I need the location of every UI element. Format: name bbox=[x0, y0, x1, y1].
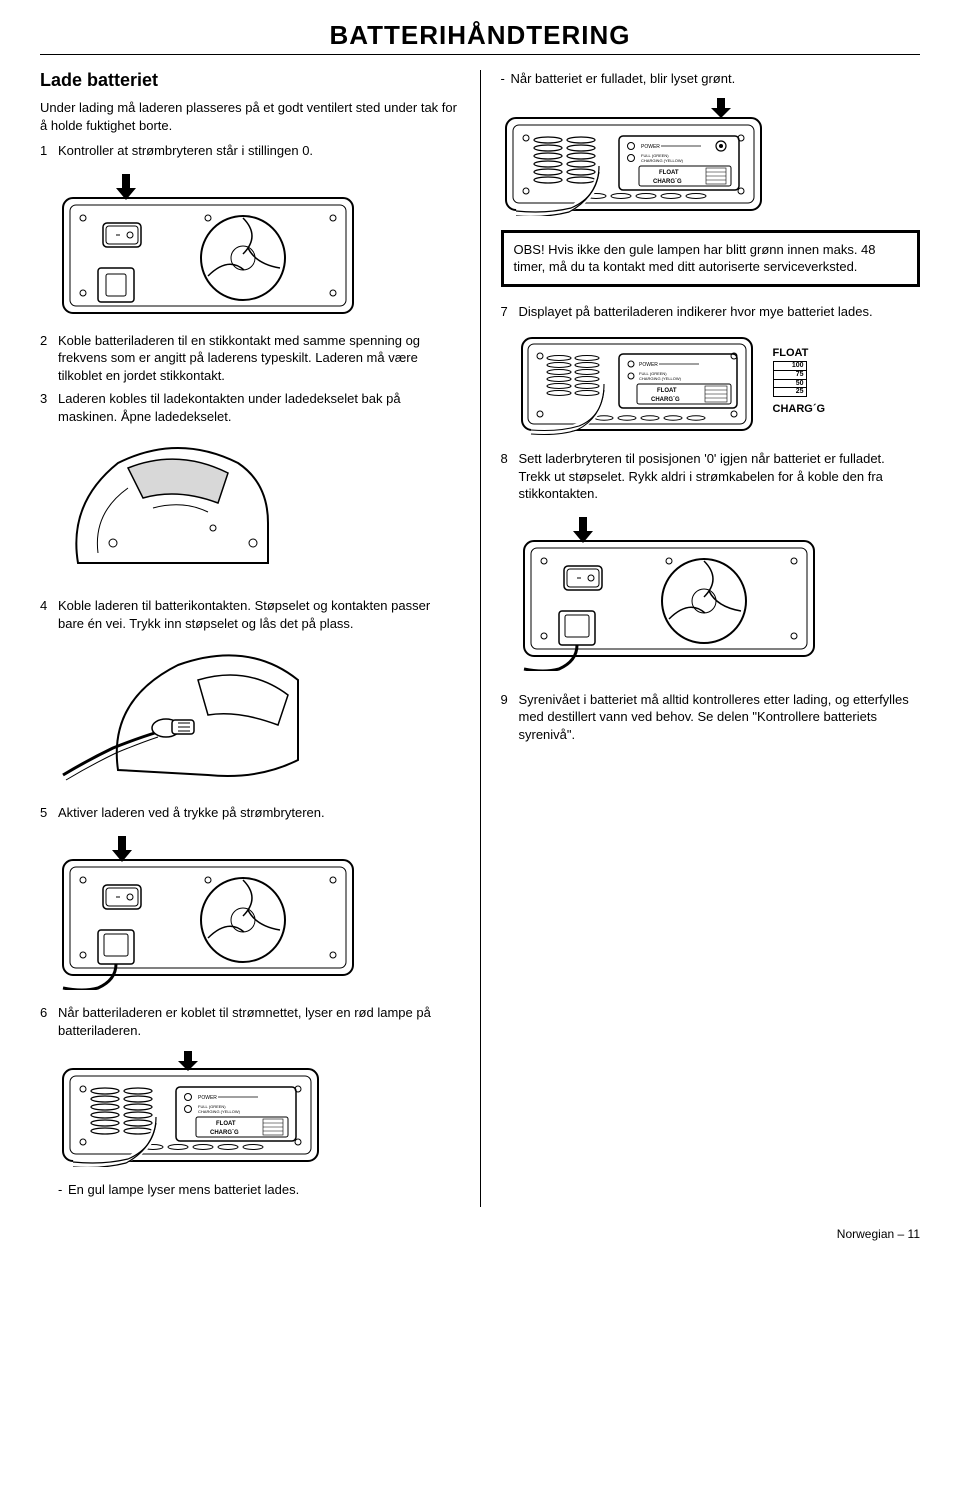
step-7: 7 Displayet på batteriladeren indikerer … bbox=[501, 303, 921, 321]
figure-charger-front-3 bbox=[519, 511, 921, 671]
step-text: Koble laderen til batterikontakten. Støp… bbox=[58, 597, 460, 632]
step-number: 9 bbox=[501, 691, 519, 744]
figure-display-red: POWER FULL (GREEN) CHARGING (YELLOW) FLO… bbox=[58, 1047, 460, 1167]
footer-language: Norwegian bbox=[837, 1227, 894, 1241]
display-callout-labels: FLOAT 100 75 50 25 CHARG´G bbox=[773, 347, 826, 415]
label-float: FLOAT bbox=[216, 1121, 236, 1127]
figure-machine-open-cover bbox=[58, 433, 460, 583]
two-column-layout: Lade batteriet Under lading må laderen p… bbox=[40, 70, 920, 1207]
figure-display-green: POWER FULL (GREEN) CHARGING (YELLOW) FLO… bbox=[501, 96, 921, 216]
step-text: Aktiver laderen ved å trykke på strømbry… bbox=[58, 804, 460, 822]
level-50: 50 bbox=[774, 380, 806, 389]
step-text: Syrenivået i batteriet må alltid kontrol… bbox=[519, 691, 921, 744]
level-75: 75 bbox=[774, 371, 806, 380]
warning-box: OBS! Hvis ikke den gule lampen har blitt… bbox=[501, 230, 921, 287]
dash-icon: - bbox=[501, 70, 511, 88]
label-charging: CHARGING (YELLOW) bbox=[198, 1109, 241, 1114]
level-100: 100 bbox=[774, 362, 806, 371]
svg-text:CHARG´G: CHARG´G bbox=[651, 397, 680, 403]
svg-text:CHARGING (YELLOW): CHARGING (YELLOW) bbox=[641, 158, 684, 163]
step-number: 3 bbox=[40, 390, 58, 425]
svg-text:CHARGING (YELLOW): CHARGING (YELLOW) bbox=[639, 376, 682, 381]
step-4: 4 Koble laderen til batterikontakten. St… bbox=[40, 597, 460, 632]
step-text: Når batteriladeren er koblet til strømne… bbox=[58, 1004, 460, 1039]
column-divider bbox=[480, 70, 481, 1207]
step-9: 9 Syrenivået i batteriet må alltid kontr… bbox=[501, 691, 921, 744]
note-text: En gul lampe lyser mens batteriet lades. bbox=[68, 1181, 299, 1199]
svg-text:POWER: POWER bbox=[641, 144, 660, 150]
intro-text: Under lading må laderen plasseres på et … bbox=[40, 99, 460, 134]
step-number: 7 bbox=[501, 303, 519, 321]
step-1: 1 Kontroller at strømbryteren står i sti… bbox=[40, 142, 460, 160]
footer-dash: – bbox=[898, 1227, 908, 1241]
step-number: 6 bbox=[40, 1004, 58, 1039]
callout-charg: CHARG´G bbox=[773, 403, 826, 415]
right-column: - Når batteriet er fulladet, blir lyset … bbox=[501, 70, 921, 1207]
footer-page-number: 11 bbox=[908, 1227, 920, 1241]
svg-text:FLOAT: FLOAT bbox=[657, 388, 677, 394]
figure-charger-front-1 bbox=[58, 168, 460, 318]
svg-text:CHARG´G: CHARG´G bbox=[653, 179, 682, 185]
step-5: 5 Aktiver laderen ved å trykke på strømb… bbox=[40, 804, 460, 822]
dash-icon: - bbox=[58, 1181, 68, 1199]
callout-float: FLOAT bbox=[773, 347, 826, 359]
step-6: 6 Når batteriladeren er koblet til strøm… bbox=[40, 1004, 460, 1039]
note-text: Når batteriet er fulladet, blir lyset gr… bbox=[511, 70, 736, 88]
step-number: 8 bbox=[501, 450, 519, 503]
figure-charger-front-2 bbox=[58, 830, 460, 990]
section-heading: Lade batteriet bbox=[40, 70, 460, 91]
label-power: POWER bbox=[198, 1095, 217, 1101]
step-number: 4 bbox=[40, 597, 58, 632]
title-rule bbox=[40, 54, 920, 55]
page-title: BATTERIHÅNDTERING bbox=[40, 20, 920, 51]
step-text: Laderen kobles til ladekontakten under l… bbox=[58, 390, 460, 425]
svg-text:POWER: POWER bbox=[639, 362, 658, 368]
note-yellow-lamp: - En gul lampe lyser mens batteriet lade… bbox=[58, 1181, 460, 1199]
step-text: Sett laderbryteren til posisjonen '0' ig… bbox=[519, 450, 921, 503]
left-column: Lade batteriet Under lading må laderen p… bbox=[40, 70, 460, 1207]
step-number: 1 bbox=[40, 142, 58, 160]
step-number: 5 bbox=[40, 804, 58, 822]
step-text: Displayet på batteriladeren indikerer hv… bbox=[519, 303, 921, 321]
step-3: 3 Laderen kobles til ladekontakten under… bbox=[40, 390, 460, 425]
label-charg: CHARG´G bbox=[210, 1130, 239, 1136]
level-bars: 100 75 50 25 bbox=[773, 361, 807, 397]
step-2: 2 Koble batteriladeren til en stikkontak… bbox=[40, 332, 460, 385]
figure-display-levels: POWER FULL (GREEN) CHARGING (YELLOW) FLO… bbox=[519, 326, 921, 436]
warning-text: OBS! Hvis ikke den gule lampen har blitt… bbox=[514, 242, 876, 275]
step-8: 8 Sett laderbryteren til posisjonen '0' … bbox=[501, 450, 921, 503]
figure-plug-connector bbox=[58, 640, 460, 790]
step-number: 2 bbox=[40, 332, 58, 385]
step-text: Koble batteriladeren til en stikkontakt … bbox=[58, 332, 460, 385]
level-25: 25 bbox=[774, 388, 806, 396]
step-text: Kontroller at strømbryteren står i still… bbox=[58, 142, 460, 160]
svg-text:FLOAT: FLOAT bbox=[659, 170, 679, 176]
page-footer: Norwegian – 11 bbox=[40, 1227, 920, 1241]
note-green-lamp: - Når batteriet er fulladet, blir lyset … bbox=[501, 70, 921, 88]
